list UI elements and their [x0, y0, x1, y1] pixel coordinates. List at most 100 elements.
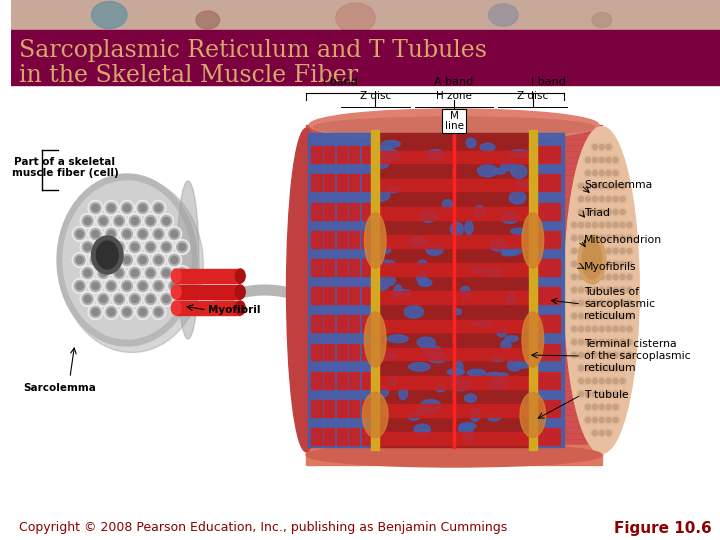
Circle shape [584, 390, 592, 398]
Ellipse shape [417, 271, 426, 284]
Circle shape [577, 364, 585, 372]
Circle shape [599, 417, 604, 422]
Bar [337, 231, 347, 248]
Ellipse shape [177, 181, 199, 339]
Circle shape [606, 248, 611, 253]
Bar [337, 202, 347, 220]
Circle shape [104, 253, 119, 267]
Bar [349, 343, 359, 361]
Circle shape [98, 241, 109, 253]
Bar [556, 231, 560, 248]
Circle shape [579, 261, 584, 267]
Bar [362, 343, 372, 361]
Circle shape [627, 300, 632, 306]
Bar [535, 174, 539, 191]
Circle shape [613, 171, 618, 176]
Circle shape [620, 184, 625, 188]
Circle shape [88, 253, 103, 267]
Circle shape [620, 327, 625, 332]
Circle shape [84, 295, 91, 302]
Bar [312, 202, 322, 220]
Circle shape [605, 273, 613, 281]
Circle shape [106, 228, 117, 240]
Bar [324, 400, 334, 417]
Bar [546, 146, 549, 163]
Circle shape [577, 299, 585, 307]
Circle shape [155, 205, 162, 212]
Bar [535, 400, 539, 417]
Ellipse shape [516, 180, 528, 188]
Bar [362, 400, 372, 417]
Bar [337, 315, 347, 332]
Circle shape [598, 286, 606, 294]
Text: I band: I band [531, 77, 566, 87]
Circle shape [175, 240, 189, 254]
Circle shape [584, 182, 592, 190]
Circle shape [143, 213, 158, 228]
Bar [312, 428, 322, 445]
Circle shape [612, 338, 619, 346]
Circle shape [72, 226, 87, 241]
Circle shape [159, 213, 174, 228]
Circle shape [605, 351, 613, 359]
Circle shape [577, 377, 585, 385]
Circle shape [163, 295, 170, 302]
Ellipse shape [420, 210, 436, 222]
Circle shape [104, 200, 119, 215]
Circle shape [585, 314, 590, 319]
Circle shape [620, 287, 625, 293]
Circle shape [112, 292, 127, 307]
Circle shape [612, 247, 619, 255]
Circle shape [612, 221, 619, 229]
Circle shape [605, 390, 613, 398]
Circle shape [585, 261, 590, 267]
Circle shape [612, 260, 619, 268]
Circle shape [606, 274, 611, 280]
Circle shape [627, 222, 632, 227]
Circle shape [626, 221, 634, 229]
Circle shape [598, 143, 606, 151]
Ellipse shape [364, 213, 386, 268]
Circle shape [135, 253, 150, 267]
Circle shape [605, 182, 613, 190]
Circle shape [606, 210, 611, 214]
Circle shape [605, 312, 613, 320]
Bar [362, 428, 372, 445]
Circle shape [147, 218, 154, 225]
Circle shape [606, 261, 611, 267]
Circle shape [90, 280, 101, 292]
Bar [442, 109, 466, 133]
Circle shape [72, 279, 87, 294]
Bar [337, 174, 347, 191]
Circle shape [618, 338, 626, 346]
Circle shape [585, 353, 590, 357]
Circle shape [577, 260, 585, 268]
Circle shape [570, 325, 578, 333]
Circle shape [612, 351, 619, 359]
Circle shape [605, 403, 613, 411]
Circle shape [606, 353, 611, 357]
Circle shape [92, 231, 99, 238]
Bar [546, 202, 549, 220]
Text: I band: I band [323, 77, 358, 87]
Ellipse shape [428, 354, 447, 363]
Circle shape [618, 351, 626, 359]
Bar [541, 202, 544, 220]
Circle shape [613, 184, 618, 188]
Circle shape [579, 197, 584, 201]
Circle shape [84, 244, 91, 251]
Circle shape [98, 267, 109, 279]
Circle shape [138, 254, 148, 266]
Circle shape [155, 256, 162, 264]
Circle shape [605, 143, 613, 151]
Circle shape [612, 325, 619, 333]
Circle shape [599, 158, 604, 163]
Circle shape [593, 158, 598, 163]
Ellipse shape [387, 186, 400, 193]
Circle shape [82, 294, 93, 305]
Circle shape [124, 282, 130, 289]
Circle shape [605, 208, 613, 216]
Bar [337, 372, 347, 389]
Circle shape [153, 228, 164, 240]
Text: line: line [444, 121, 464, 131]
